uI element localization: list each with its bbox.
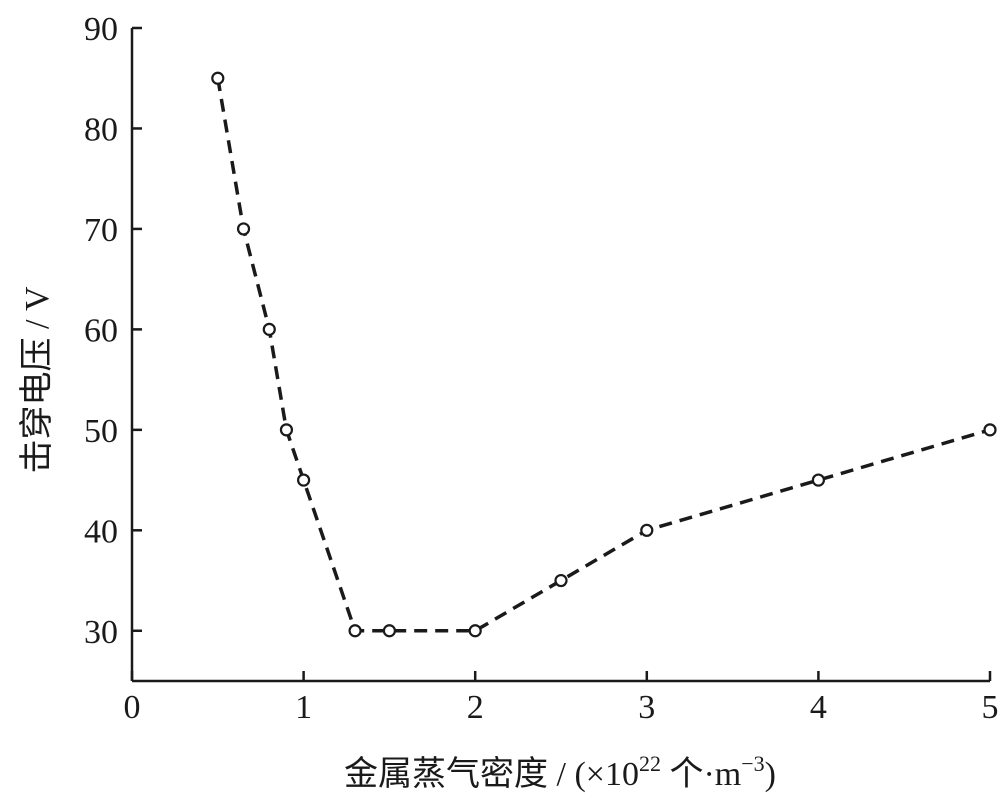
data-markers <box>211 71 997 638</box>
x-tick-label: 3 <box>638 689 655 726</box>
x-tick-label: 2 <box>467 689 484 726</box>
x-tick-label: 4 <box>810 689 827 726</box>
x-axis-title-unit-exponent: −3 <box>741 751 764 776</box>
data-point <box>983 423 997 437</box>
data-point <box>382 624 396 638</box>
data-point <box>554 573 568 588</box>
data-point <box>811 473 826 487</box>
y-tick-label: 80 <box>84 111 118 148</box>
ticks: 0 1 2 3 4 5 30 40 50 60 70 80 90 <box>84 11 999 726</box>
x-axis-title-prefix: 金属蒸气密度 / (×10 <box>344 755 639 793</box>
x-axis-title-close: ) <box>765 756 776 793</box>
y-tick-label: 40 <box>84 513 118 550</box>
x-axis-title-unit: 个·m <box>661 756 741 793</box>
x-axis-title: 金属蒸气密度 / (×1022 个·m−3) <box>344 751 776 793</box>
y-tick-label: 50 <box>84 413 118 450</box>
axes <box>130 28 990 683</box>
x-tick-label: 1 <box>295 689 312 726</box>
y-tick-label: 90 <box>84 11 118 48</box>
data-point <box>348 624 362 638</box>
data-point <box>297 473 311 487</box>
series-polyline <box>216 77 991 633</box>
x-axis-title-exponent: 22 <box>639 751 661 776</box>
x-tick-label: 5 <box>982 689 999 726</box>
y-tick-label: 60 <box>84 312 118 349</box>
x-tick-label: 0 <box>124 689 141 726</box>
series-line <box>216 77 991 633</box>
y-tick-label: 30 <box>84 614 118 651</box>
data-point <box>236 222 251 236</box>
data-point <box>211 71 225 85</box>
y-tick-label: 70 <box>84 212 118 249</box>
data-point <box>262 322 276 336</box>
data-point <box>279 423 294 437</box>
y-axis-title: 击穿电压 / V <box>18 286 56 473</box>
data-point <box>640 523 654 537</box>
data-point <box>468 624 482 638</box>
